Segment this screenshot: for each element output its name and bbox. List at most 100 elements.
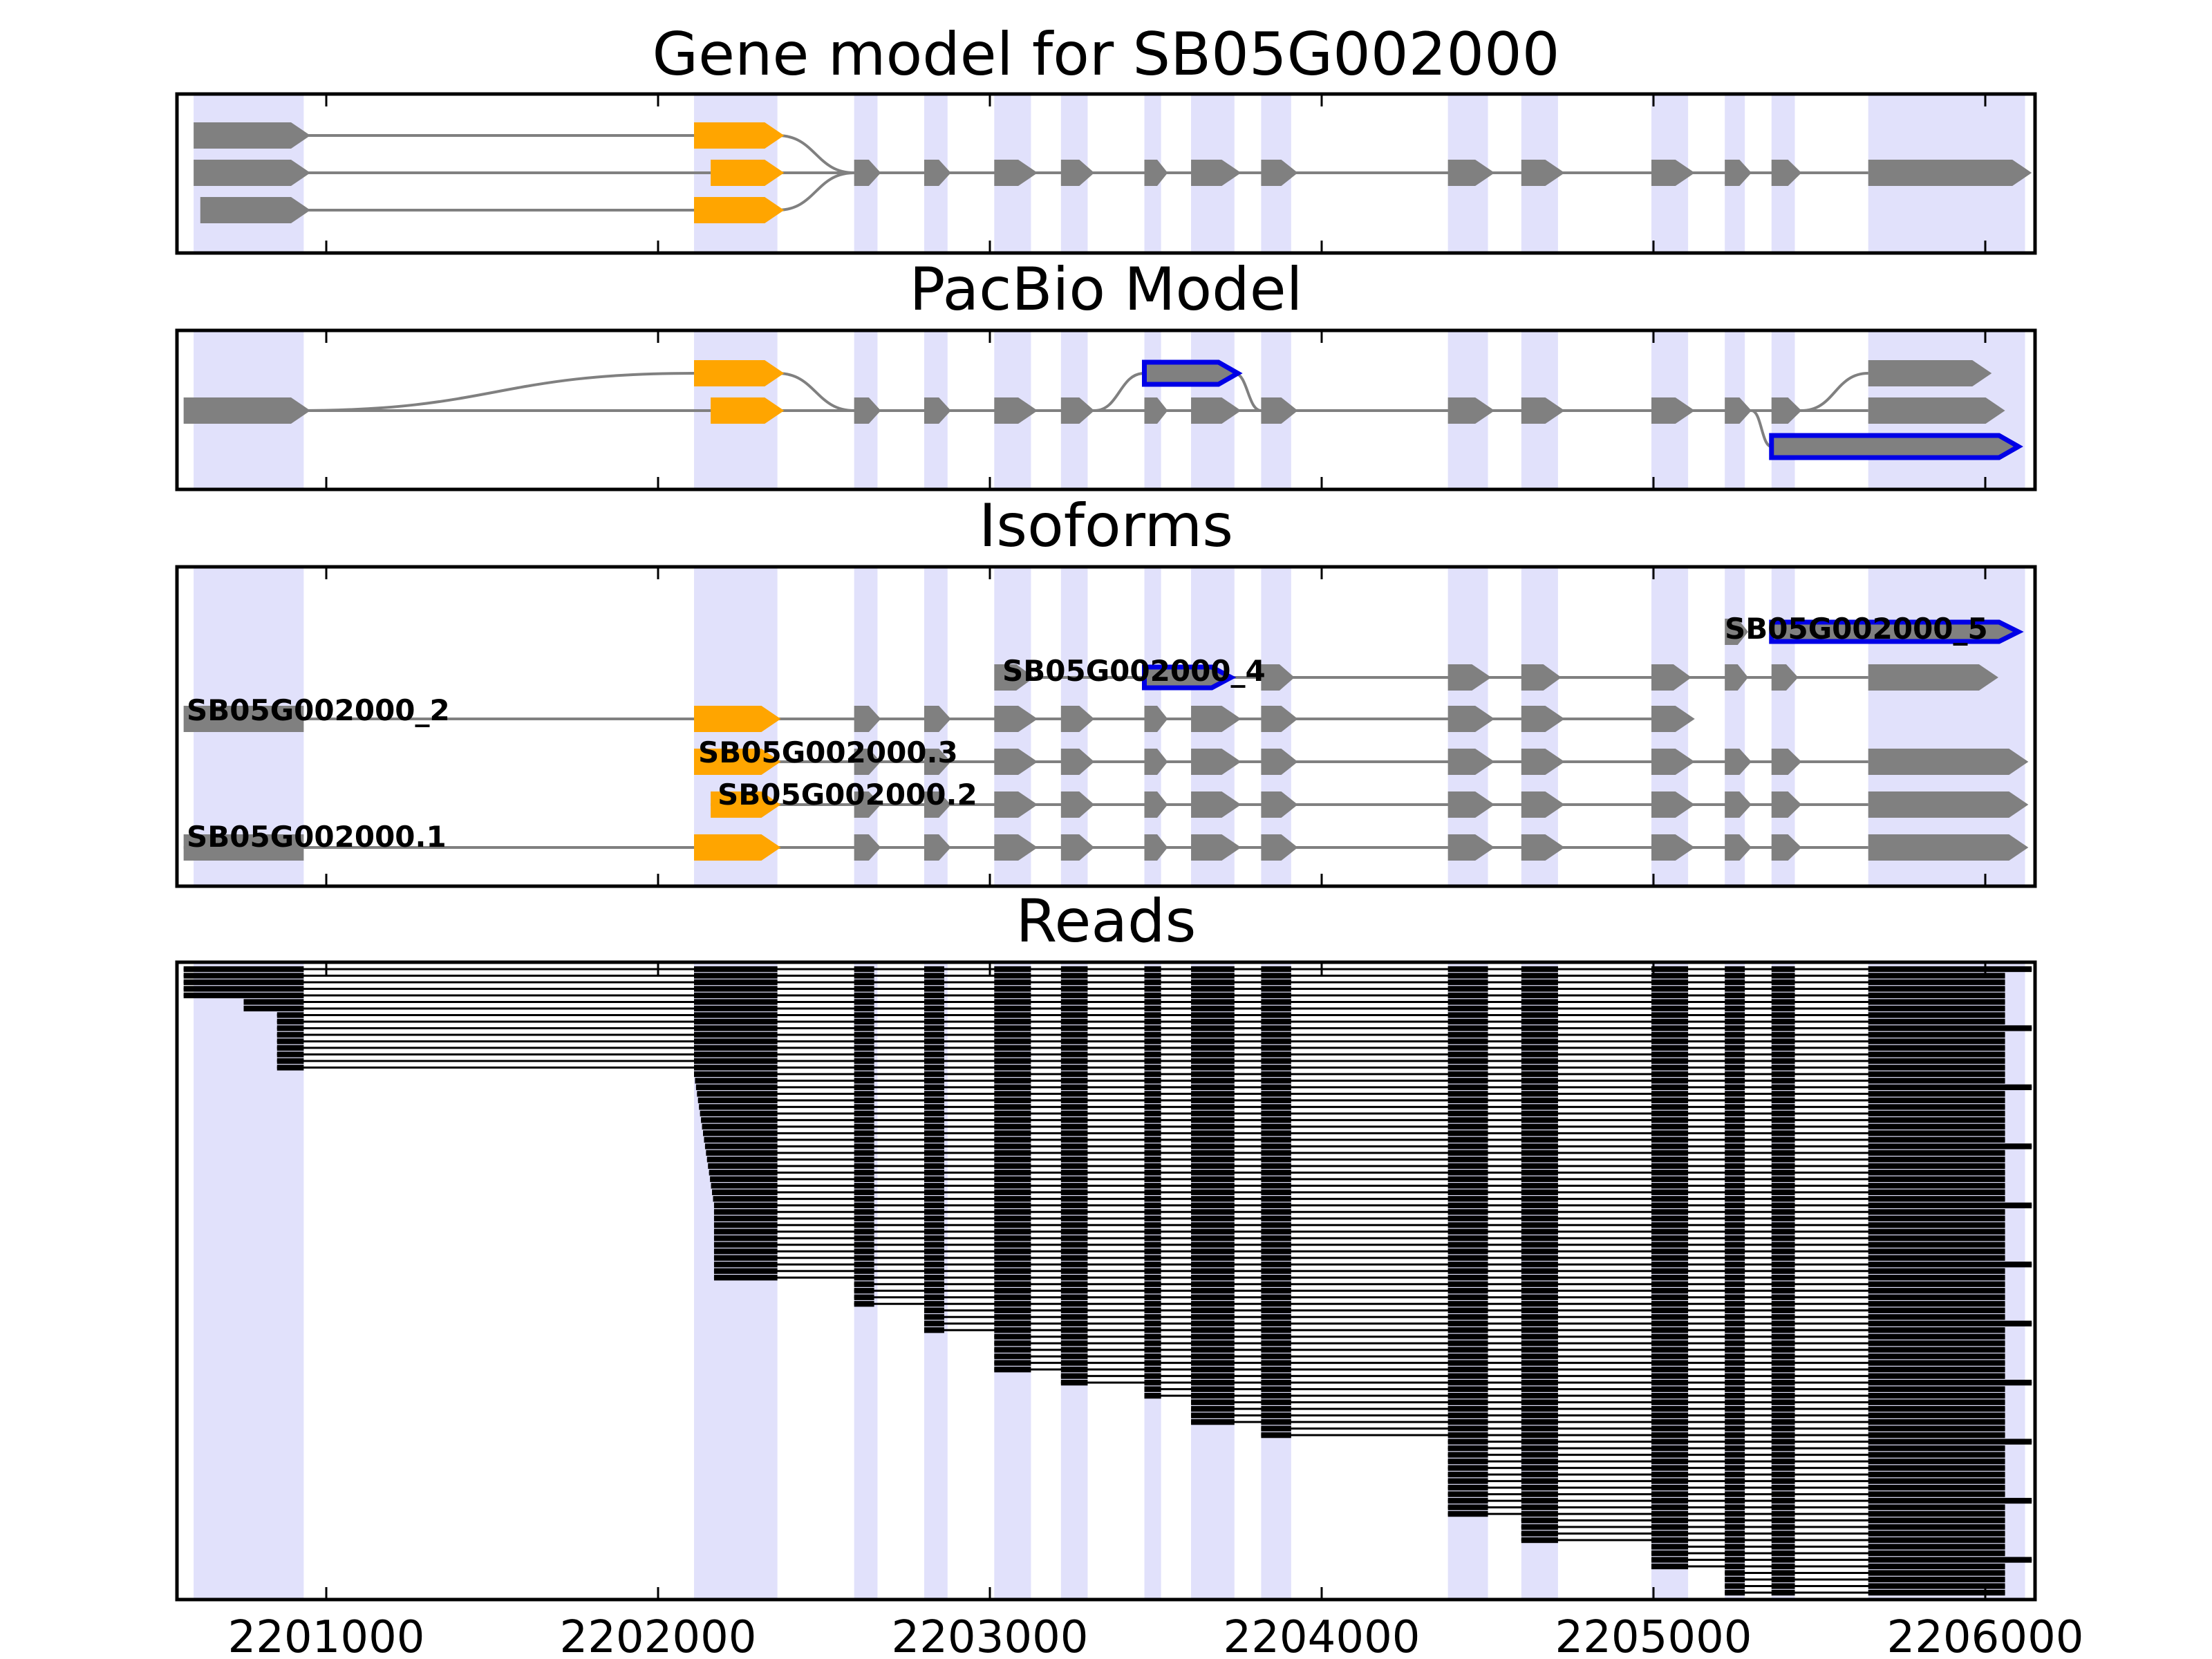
read-exon-45-6 xyxy=(1191,1262,1235,1268)
read-24 xyxy=(702,1123,2005,1130)
read-exon-62-6 xyxy=(1651,1373,1689,1379)
isoform-label-3: SB05G002000.3 xyxy=(698,735,958,769)
read-exon-22-2 xyxy=(924,1110,944,1117)
read-exon-20-5 xyxy=(1144,1097,1161,1104)
read-exon-45-2 xyxy=(924,1262,944,1268)
read-exon-38-13 xyxy=(1868,1215,2005,1221)
read-exon-21-5 xyxy=(1144,1104,1161,1110)
read-exon-42-5 xyxy=(1144,1241,1161,1248)
gene-exon-2a xyxy=(694,122,785,149)
gene-model-title: Gene model for SB05G002000 xyxy=(653,20,1560,89)
read-exon-49-12 xyxy=(1868,1288,2005,1294)
read-exon-15-5 xyxy=(1060,1065,1088,1071)
pb-exon-core-5 xyxy=(1191,397,1241,424)
iso-exon-3-4 xyxy=(1144,749,1168,775)
gene-exon-last xyxy=(1868,160,2032,186)
read-exon-12-12 xyxy=(1725,1044,1745,1051)
read-exon-65-2 xyxy=(1261,1393,1291,1399)
read-exon-61-2 xyxy=(1144,1367,1161,1373)
read-exon-4-14 xyxy=(1868,992,2005,999)
read-exon-50-3 xyxy=(1060,1294,1088,1300)
isoform-label-4: SB05G002000_4 xyxy=(1002,654,1266,688)
pb-exon-1 xyxy=(183,397,311,424)
read-exon-80-1 xyxy=(1521,1491,1558,1497)
read-exon-3-8 xyxy=(1261,986,1291,992)
read-exon-1-1 xyxy=(694,973,778,979)
read-exon-78-3 xyxy=(1725,1478,1745,1484)
read-exon-1-3 xyxy=(924,973,944,979)
read-exon-32-2 xyxy=(924,1176,944,1182)
read-exon-14-13 xyxy=(1771,1058,1795,1065)
iso-exon-3-7 xyxy=(1447,749,1495,775)
read-exon-28-7 xyxy=(1261,1150,1291,1156)
read-exon-39-7 xyxy=(1261,1222,1291,1228)
read-5 xyxy=(243,999,2005,1005)
read-exon-33-8 xyxy=(1447,1183,1488,1189)
iso-exon-3-5 xyxy=(1191,749,1241,775)
read-exon-56-1 xyxy=(1060,1333,1088,1340)
iso-exon-3-9 xyxy=(1651,749,1695,775)
read-exon-81-5 xyxy=(1868,1497,2032,1504)
read-exon-70-6 xyxy=(1868,1425,2005,1432)
read-13 xyxy=(276,1051,2005,1058)
read-exon-68-1 xyxy=(1261,1412,1291,1418)
read-exon-87-4 xyxy=(1868,1537,2005,1544)
read-3 xyxy=(183,986,2005,992)
read-exon-45-12 xyxy=(1771,1262,1795,1268)
read-exon-29-11 xyxy=(1725,1156,1745,1163)
read-exon-34-8 xyxy=(1447,1189,1488,1195)
read-exon-37-4 xyxy=(1060,1209,1088,1215)
iso-exon-5-7 xyxy=(1447,834,1495,861)
read-exon-82-3 xyxy=(1725,1504,1745,1510)
read-exon-21-8 xyxy=(1447,1104,1488,1110)
read-exon-26-6 xyxy=(1191,1136,1235,1143)
read-68 xyxy=(1191,1412,2005,1418)
read-exon-0-12 xyxy=(1725,966,1745,973)
read-exon-26-11 xyxy=(1725,1136,1745,1143)
read-exon-22-9 xyxy=(1521,1110,1558,1117)
read-exon-53-8 xyxy=(1651,1314,1689,1320)
read-exon-15-7 xyxy=(1191,1065,1235,1071)
read-exon-14-14 xyxy=(1868,1058,2005,1065)
read-exon-8-4 xyxy=(994,1018,1031,1025)
read-exon-55-4 xyxy=(1191,1327,1235,1333)
read-exon-52-6 xyxy=(1447,1307,1488,1313)
read-exon-31-0 xyxy=(709,1170,778,1176)
read-exon-61-7 xyxy=(1651,1367,1689,1373)
read-exon-74-3 xyxy=(1725,1452,1745,1458)
read-exon-31-8 xyxy=(1447,1170,1488,1176)
read-exon-31-4 xyxy=(1060,1170,1088,1176)
read-exon-5-3 xyxy=(924,999,944,1005)
read-exon-44-10 xyxy=(1651,1255,1689,1261)
read-exon-76-3 xyxy=(1725,1465,1745,1471)
read-52 xyxy=(924,1307,2005,1313)
read-exon-71-2 xyxy=(1521,1432,1558,1438)
read-exon-19-6 xyxy=(1191,1091,1235,1097)
read-exon-38-9 xyxy=(1521,1215,1558,1221)
read-exon-26-13 xyxy=(1868,1136,2005,1143)
iso-exon-last-4 xyxy=(1868,791,2029,818)
read-exon-37-6 xyxy=(1191,1209,1235,1215)
read-exon-75-4 xyxy=(1771,1458,1795,1465)
read-exon-6-10 xyxy=(1521,1005,1558,1012)
read-exon-60-5 xyxy=(1447,1360,1488,1366)
read-exon-55-8 xyxy=(1651,1327,1689,1333)
iso-exon-5-6 xyxy=(1261,834,1298,861)
read-exon-1-9 xyxy=(1447,973,1488,979)
read-exon-68-4 xyxy=(1651,1412,1689,1418)
iso-exon-last-3 xyxy=(1868,749,2029,775)
read-exon-14-6 xyxy=(1144,1058,1161,1065)
iso2-exon-2 xyxy=(694,706,781,732)
read-exon-62-7 xyxy=(1725,1373,1745,1379)
read-exon-28-4 xyxy=(1060,1150,1088,1156)
read-exon-39-13 xyxy=(1868,1222,2005,1228)
read-exon-25-3 xyxy=(994,1130,1031,1136)
read-exon-48-2 xyxy=(994,1281,1031,1287)
read-exon-22-1 xyxy=(854,1110,874,1117)
read-exon-3-2 xyxy=(854,986,874,992)
read-exon-50-11 xyxy=(1771,1294,1795,1300)
read-exon-58-1 xyxy=(1060,1347,1088,1353)
read-exon-9-4 xyxy=(994,1025,1031,1031)
isoform-label-5: SB05G002000_5 xyxy=(1725,612,1988,646)
gene-exon-core-9 xyxy=(1651,160,1695,186)
